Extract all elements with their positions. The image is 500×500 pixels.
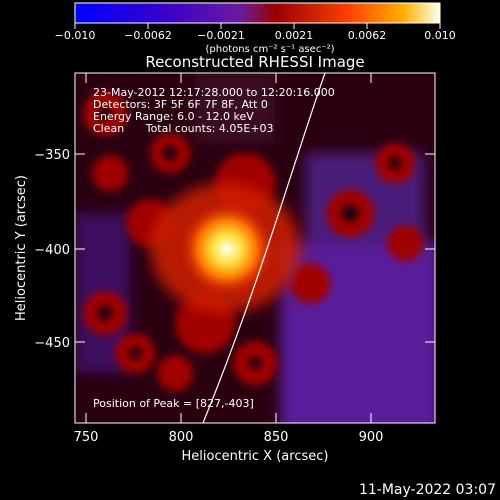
plot-title: Reconstructed RHESSI Image	[145, 53, 365, 71]
y-axis-label: Heliocentric Y (arcsec)	[14, 175, 29, 321]
info-block: 23-May-2012 12:17:28.000 to 12:20:16.000…	[93, 87, 335, 135]
colorbar-tick-label: 0.0062	[348, 29, 387, 42]
peak-position: Position of Peak = [827,-403]	[93, 397, 254, 410]
colorbar: −0.010 −0.0062 −0.0021 0.0021 0.0062 0.0…	[55, 2, 456, 55]
colorbar-tick-label: −0.010	[55, 29, 96, 42]
y-tick-label: −400	[34, 243, 70, 258]
colorbar-unit-label: (photons cm⁻² s⁻¹ asec⁻²)	[205, 44, 334, 55]
total-counts: Total counts: 4.05E+03	[145, 122, 274, 135]
colorbar-gradient	[74, 2, 441, 24]
colorbar-tick-label: 0.010	[424, 29, 456, 42]
clean-label: Clean	[93, 122, 125, 135]
x-tick-label: 750	[74, 430, 99, 445]
x-tick-label: 900	[359, 430, 384, 445]
detectors: Detectors: 3F 5F 6F 7F 8F, Att 0	[93, 98, 268, 111]
plot-frame	[74, 72, 436, 424]
x-tick-label: 850	[264, 430, 289, 445]
y-tick-label: −450	[34, 336, 70, 351]
colorbar-tick-label: 0.0021	[275, 29, 314, 42]
limb-line	[202, 73, 326, 423]
solar-image	[75, 73, 435, 423]
x-tick-label: 800	[169, 430, 194, 445]
colorbar-tick-label: −0.0021	[197, 29, 245, 42]
y-tick-label: −350	[34, 148, 70, 163]
colorbar-tick-label: −0.0062	[124, 29, 172, 42]
energy-range: Energy Range: 6.0 - 12.0 keV	[93, 110, 254, 123]
footer-timestamp: 11-May-2022 03:07	[359, 482, 496, 498]
x-axis-label: Heliocentric X (arcsec)	[182, 449, 329, 464]
time-range: 23-May-2012 12:17:28.000 to 12:20:16.000	[93, 86, 335, 99]
